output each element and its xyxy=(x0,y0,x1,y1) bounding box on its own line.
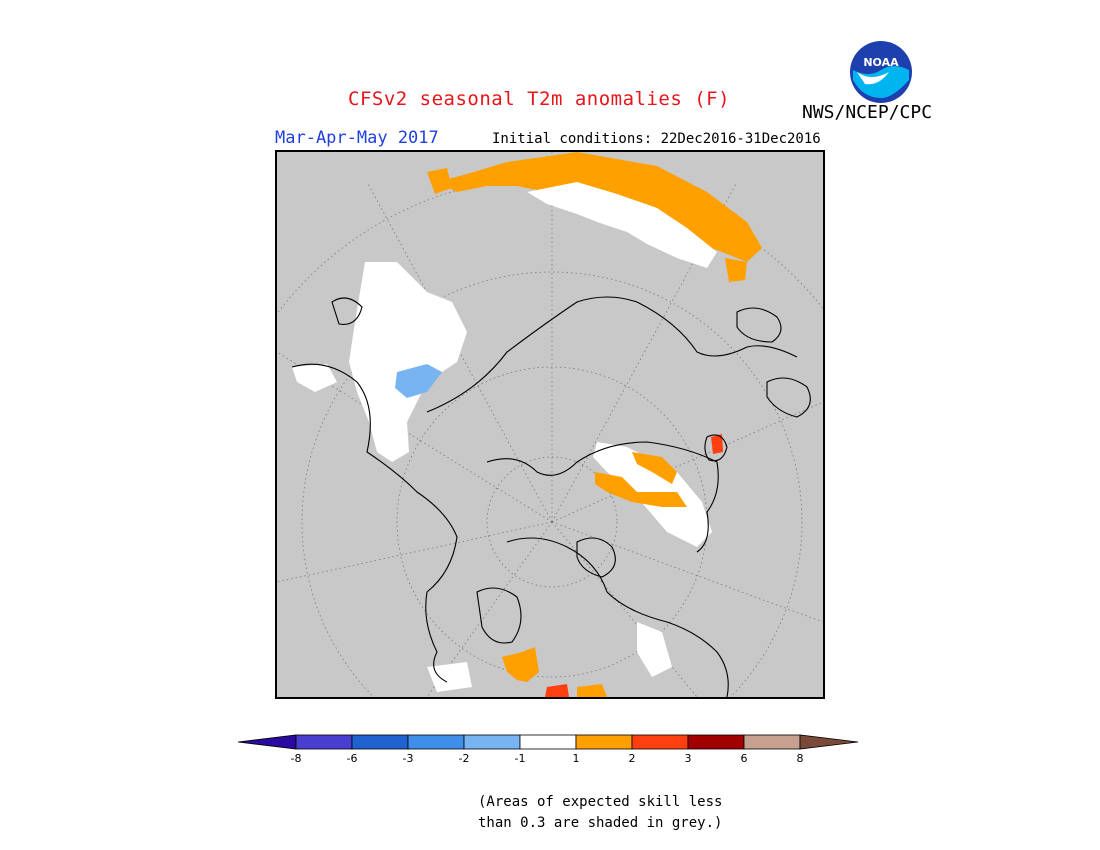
hot-anomaly-mediterranean xyxy=(545,684,569,697)
legend-tick-label: 8 xyxy=(796,752,804,765)
skill-note-line2: than 0.3 are shaded in grey.) xyxy=(478,815,723,831)
cool-anomaly-canada xyxy=(395,364,442,398)
legend-tick-label: -8 xyxy=(290,752,302,765)
neutral-anomaly-scandinavia xyxy=(637,622,672,677)
hot-anomaly-kamchatka xyxy=(711,434,723,454)
legend-bin xyxy=(631,734,689,750)
neutral-anomaly-sahara xyxy=(527,182,717,268)
legend-bin xyxy=(687,734,745,750)
neutral-anomaly-canada xyxy=(349,262,467,462)
color-legend-bar xyxy=(237,734,862,754)
warm-anomaly-europe xyxy=(502,647,539,682)
neutral-anomaly-westcoast xyxy=(292,364,337,392)
season-label: Mar-Apr-May 2017 xyxy=(275,128,439,148)
agency-label: NWS/NCEP/CPC xyxy=(802,102,933,123)
legend-tick-label: 6 xyxy=(740,752,748,765)
skill-note-line1: (Areas of expected skill less xyxy=(478,794,723,810)
latitude-ring xyxy=(301,271,803,697)
legend-tick-label: -2 xyxy=(458,752,470,765)
warm-anomaly-eastsiberia xyxy=(632,452,677,484)
legend-bin xyxy=(463,734,521,750)
warm-anomaly-arabia xyxy=(725,258,747,282)
legend-bin xyxy=(295,734,353,750)
legend-tick-label: 3 xyxy=(684,752,692,765)
legend-bin xyxy=(575,734,633,750)
warm-anomaly-siberia xyxy=(595,472,687,507)
legend-bin xyxy=(407,734,465,750)
legend-tick-label: -3 xyxy=(402,752,414,765)
legend-tick-label: 2 xyxy=(628,752,636,765)
latitude-ring xyxy=(486,456,618,588)
legend-bin-arrow-right xyxy=(799,734,859,750)
neutral-anomaly-greenland xyxy=(427,662,472,692)
noaa-logo-text: NOAA xyxy=(863,56,899,69)
legend-tick-label: -1 xyxy=(514,752,526,765)
coastlines xyxy=(291,296,811,697)
warm-anomaly-westafrica xyxy=(427,168,452,194)
polar-map xyxy=(275,150,825,699)
warm-anomaly-baltic xyxy=(577,684,607,697)
map-title: CFSv2 seasonal T2m anomalies (F) xyxy=(348,88,731,110)
legend-bin xyxy=(743,734,801,750)
legend-tick-label: 1 xyxy=(572,752,580,765)
legend-bin xyxy=(519,734,577,750)
skill-note: (Areas of expected skill less than 0.3 a… xyxy=(478,792,722,834)
legend-bin xyxy=(351,734,409,750)
noaa-logo: NOAA xyxy=(849,40,913,104)
legend-tick-label: -6 xyxy=(346,752,358,765)
legend-bin-arrow-left xyxy=(237,734,297,750)
initial-conditions-label: Initial conditions: 22Dec2016-31Dec2016 xyxy=(492,131,821,147)
